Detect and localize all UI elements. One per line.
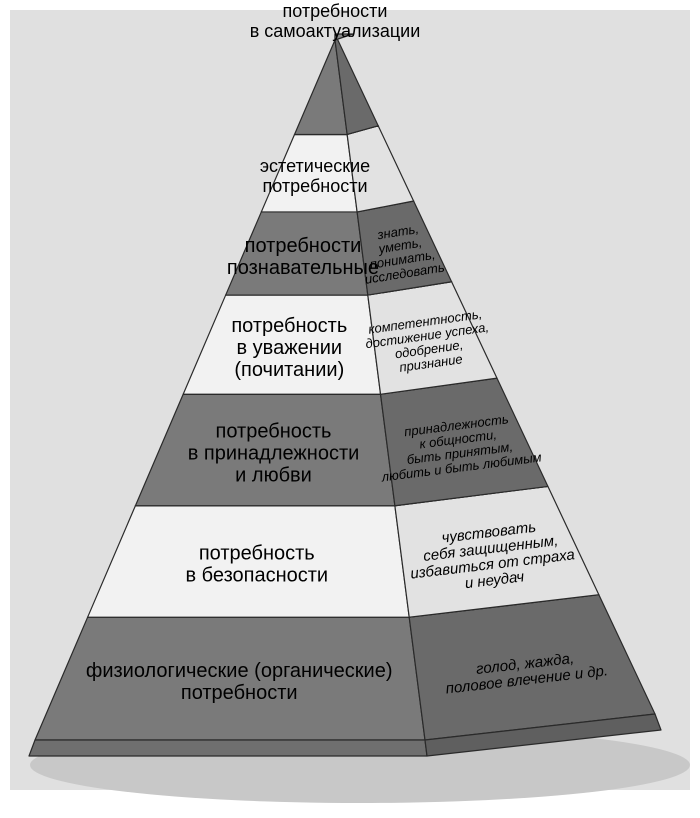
svg-text:(почитании): (почитании) — [234, 359, 344, 381]
svg-text:в безопасности: в безопасности — [185, 565, 328, 587]
svg-text:в уважении: в уважении — [236, 337, 342, 359]
svg-text:потребность: потребность — [216, 420, 332, 442]
level-5-front-label: потребностьв безопасности — [185, 543, 328, 587]
svg-text:потребность: потребность — [231, 315, 347, 337]
svg-text:потребность: потребность — [199, 543, 315, 565]
svg-text:потребности: потребности — [181, 682, 298, 704]
level-3-front-label: потребностьв уважении(почитании) — [231, 315, 347, 381]
svg-text:в самоактуализации: в самоактуализации — [250, 21, 421, 41]
base-front — [29, 740, 427, 756]
svg-text:познавательные: познавательные — [227, 257, 379, 279]
svg-text:в принадлежности: в принадлежности — [188, 442, 360, 464]
svg-text:потребности: потребности — [245, 235, 362, 257]
svg-text:эстетические: эстетические — [260, 156, 370, 176]
level-2-front-label: потребностипознавательные — [227, 235, 379, 279]
level-0-front-label: потребностив самоактуализации — [250, 1, 421, 41]
svg-text:физиологические (органические): физиологические (органические) — [86, 660, 393, 682]
maslow-pyramid: физиологические (органические)потребност… — [0, 0, 700, 818]
svg-text:и любви: и любви — [235, 464, 312, 486]
level-1-front-label: эстетическиепотребности — [260, 156, 370, 196]
svg-text:потребности: потребности — [263, 176, 368, 196]
svg-text:потребности: потребности — [283, 1, 388, 21]
